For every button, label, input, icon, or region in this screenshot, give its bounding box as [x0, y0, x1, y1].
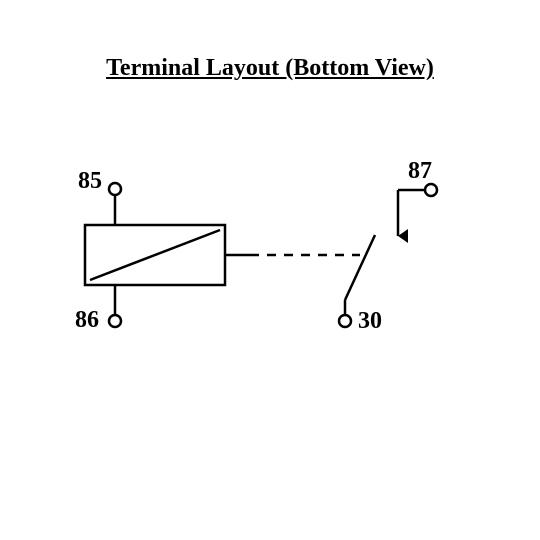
terminal-87	[425, 184, 437, 196]
terminal-86	[109, 315, 121, 327]
relay-schematic	[0, 0, 540, 540]
switch-arm	[345, 235, 375, 300]
label-86: 86	[75, 307, 99, 334]
label-30: 30	[358, 308, 382, 335]
terminal-85	[109, 183, 121, 195]
label-87: 87	[408, 158, 432, 185]
terminal-30	[339, 315, 351, 327]
label-85: 85	[78, 168, 102, 195]
contact-arrow	[398, 229, 408, 243]
coil-diagonal	[90, 230, 220, 280]
